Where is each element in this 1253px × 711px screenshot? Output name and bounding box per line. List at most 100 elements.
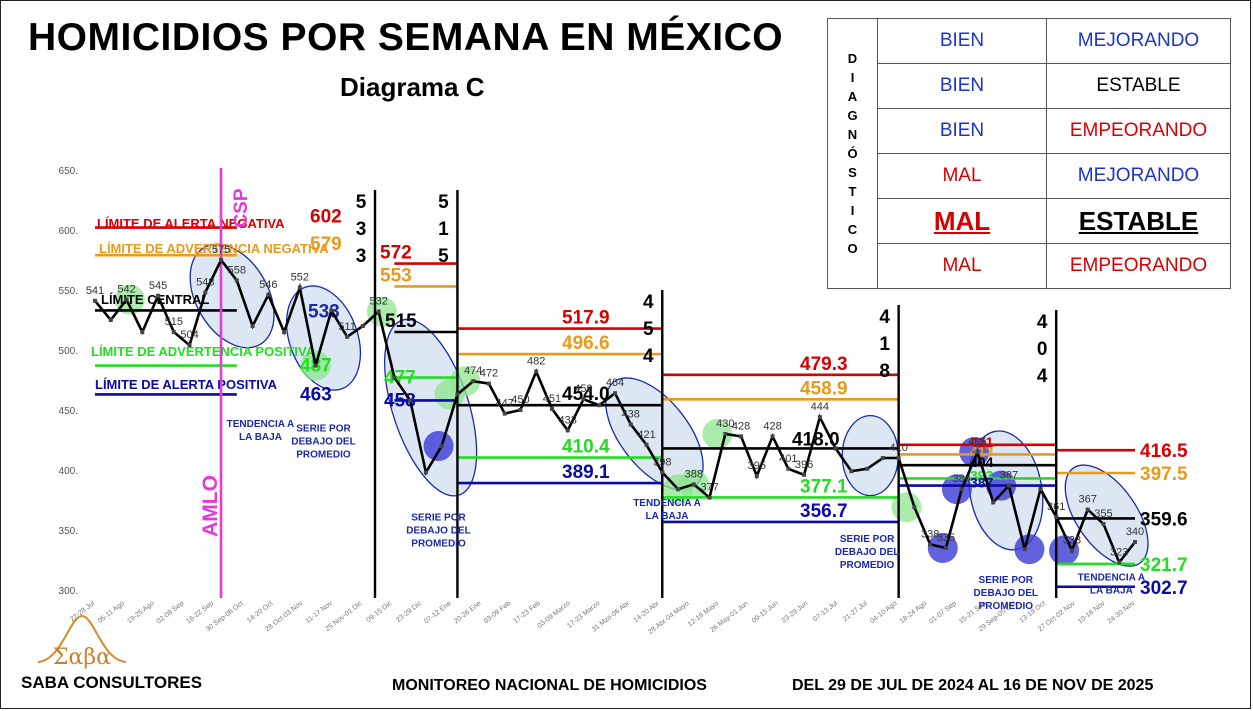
limit-value-green: 410.4 [562, 437, 610, 458]
y-tick-label: 500. [59, 346, 78, 357]
data-label: 575 [212, 244, 230, 256]
diagnosis-trend: EMPEORANDO [1046, 243, 1231, 289]
x-tick-label: 09-15 Jun [751, 600, 780, 625]
data-point [329, 308, 334, 313]
limit-name-green: LÍMITE DE ADVERTENCIA POSITIVA [91, 344, 316, 359]
data-point [455, 392, 460, 397]
annotation-text: PROMEDIO [411, 538, 466, 549]
x-tick-label: 10-16 Nov [1077, 600, 1107, 626]
limit-value-blue: 463 [300, 384, 332, 405]
data-point [707, 495, 712, 500]
annotation-text: SERIE POR [296, 424, 351, 435]
annotation-text: SERIE POR [840, 534, 895, 545]
divider-digit: 4 [643, 292, 654, 313]
limit-value-red: 416.5 [1140, 441, 1188, 462]
x-tick-label: 23-29 Dic [395, 600, 423, 624]
annotation-text: PROMEDIO [840, 560, 895, 571]
data-point [345, 334, 350, 339]
x-tick-label: 09-15 Dic [365, 600, 393, 624]
data-point [912, 505, 917, 510]
x-tick-label: 18-24 Ago [899, 600, 929, 625]
data-label: 515 [165, 316, 183, 328]
y-tick-label: 300. [59, 586, 78, 597]
data-label: 338 [921, 528, 939, 540]
limit-value-orange: 579 [310, 234, 342, 255]
data-label: 482 [527, 356, 545, 368]
limit-value-central: 359.6 [1140, 509, 1188, 530]
data-label: 384 [952, 473, 970, 485]
data-point [1054, 514, 1059, 519]
divider-digit: 5 [438, 192, 449, 213]
diagnosis-state: BIEN [877, 18, 1047, 64]
data-label: 532 [369, 296, 387, 308]
data-point [439, 444, 444, 448]
data-label: 415 [968, 436, 986, 448]
data-point [282, 330, 287, 334]
data-point [297, 285, 302, 290]
divider-digit: 4 [879, 307, 890, 328]
data-label: 377 [700, 482, 718, 494]
data-point [565, 428, 570, 433]
company-name: SABA CONSULTORES [21, 673, 203, 692]
diagnosis-trend: MEJORANDO [1046, 153, 1231, 199]
annotation-text: TENDENCIA A [227, 419, 295, 430]
data-label: 541 [86, 285, 104, 297]
limit-value-red: 517.9 [562, 308, 610, 329]
annotation-text: DEBAJO DEL [835, 547, 899, 558]
data-point [266, 292, 271, 297]
diagnosis-trend: MEJORANDO [1046, 18, 1231, 64]
limit-value-central: 454.0 [562, 384, 610, 405]
data-point [1006, 483, 1011, 488]
x-tick-label: 16-22 Sep [185, 600, 215, 625]
data-point [518, 408, 523, 412]
y-tick-label: 450. [59, 406, 78, 417]
trend-highlight-ellipse [189, 243, 275, 349]
data-label: 548 [196, 276, 214, 288]
diagnosis-letter: D [847, 51, 858, 66]
data-label: 335 [937, 532, 955, 544]
amlo-label: AMLO [199, 475, 222, 537]
data-label: 340 [1126, 526, 1144, 538]
diagnosis-letter: I [850, 70, 855, 85]
limit-value-blue: 356.7 [800, 501, 848, 522]
annotation-text: DEBAJO DEL [974, 588, 1038, 599]
diagnosis-trend: ESTABLE [1046, 198, 1231, 244]
divider-digit: 5 [643, 319, 654, 340]
diagnosis-letter: N [847, 127, 858, 142]
data-label: 430 [716, 418, 734, 430]
data-label: 387 [1000, 470, 1018, 482]
data-label: 428 [732, 420, 750, 432]
diagnosis-state: BIEN [877, 108, 1047, 154]
data-label: 464 [606, 377, 624, 389]
divider-digit: 4 [643, 346, 654, 367]
data-point [140, 330, 145, 334]
divider-digit: 4 [1037, 312, 1048, 333]
limit-value-orange: 553 [380, 265, 412, 286]
data-point [644, 442, 649, 447]
data-point [1101, 522, 1106, 526]
data-point [502, 411, 507, 416]
limit-value-orange: 397.5 [1140, 464, 1188, 485]
data-point [770, 434, 775, 439]
csp-label: CSP [231, 188, 252, 227]
data-point [156, 294, 161, 298]
diagnosis-table: D I A G N Ó S T I C O BIEN MEJORANDO BIEN ESTABLE BIEN E… [827, 18, 1231, 289]
diagnosis-state: BIEN [877, 63, 1047, 109]
data-label: 450 [511, 394, 529, 406]
data-label: 546 [259, 279, 277, 291]
limit-value-red: 602 [310, 207, 342, 228]
divider-digit: 8 [879, 361, 890, 382]
data-point [534, 369, 539, 374]
limit-value-red: 572 [380, 243, 412, 264]
limit-value-green: 477 [384, 368, 416, 389]
diagnosis-letter: S [848, 165, 857, 180]
trend-highlight-ellipse [1064, 464, 1149, 567]
diagnosis-letter: T [848, 184, 857, 199]
data-label: 438 [622, 408, 640, 420]
data-point [392, 375, 397, 380]
date-range: DEL 29 DE JUL DE 2024 AL 16 DE NOV DE 20… [792, 677, 1154, 694]
data-label: 504 [180, 329, 198, 341]
divider-digit: 5 [356, 192, 367, 213]
diagnosis-row: MAL EMPEORANDO [828, 243, 1231, 289]
